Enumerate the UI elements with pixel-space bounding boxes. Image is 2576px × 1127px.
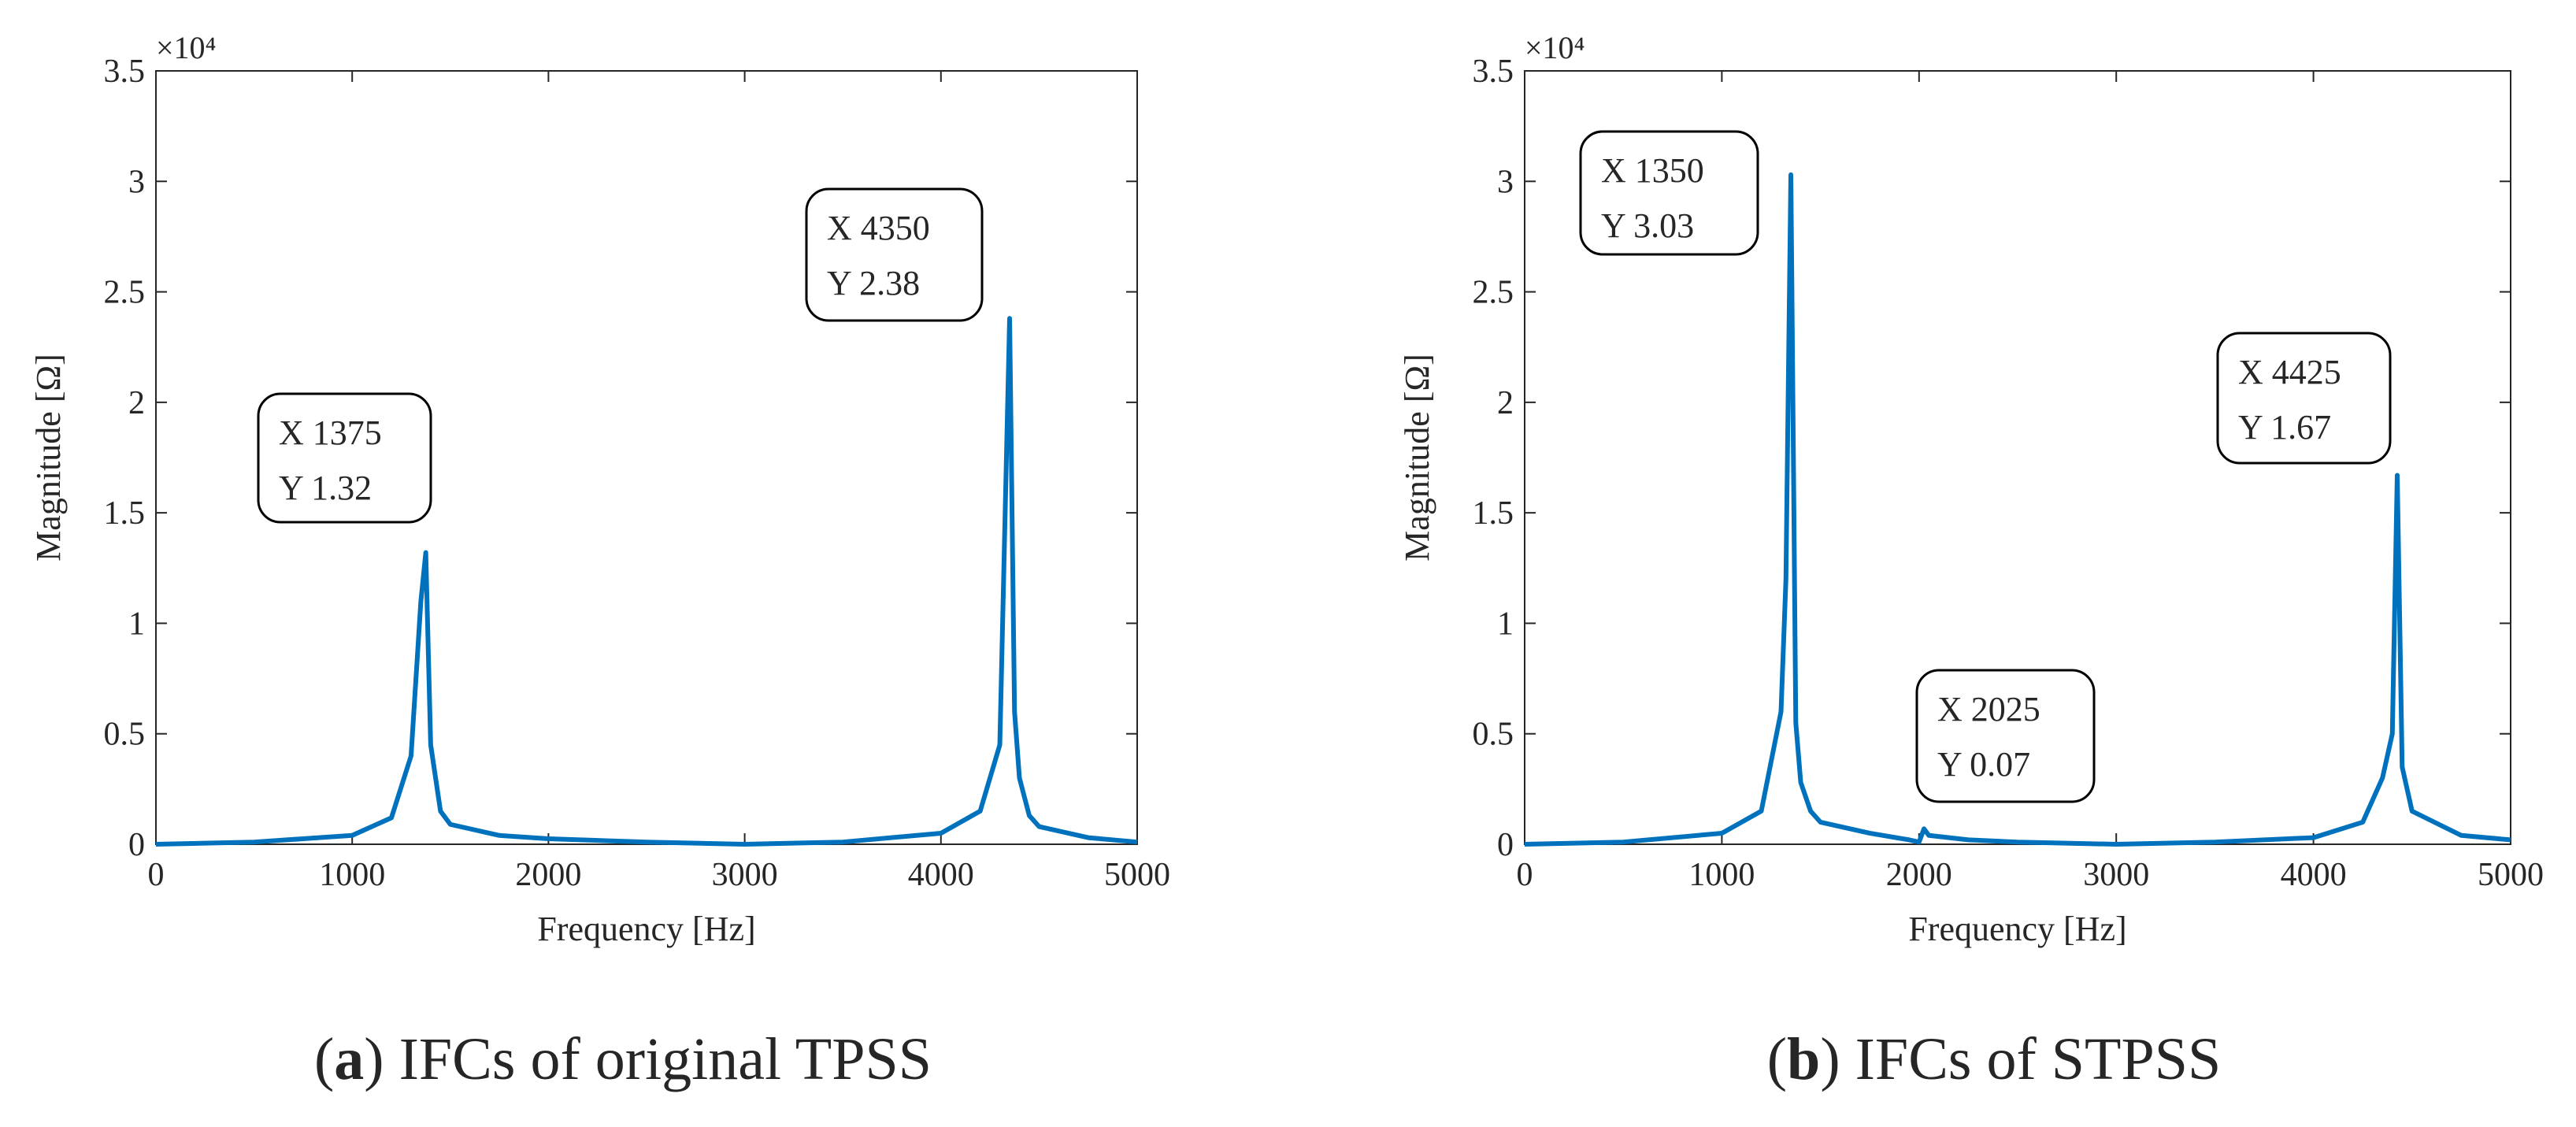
caption-part: ) IFCs of original TPSS [364,1026,932,1092]
data-line [155,316,1138,847]
annotation-x: X 1375 [279,413,382,452]
y-tick-label: 0 [128,827,145,863]
x-tick-label: 0 [1517,857,1533,893]
y-tick-label: 3.5 [1473,54,1514,90]
x-tick-label: 2000 [1886,857,1952,893]
annotation-x: X 2025 [1937,690,2040,728]
y-tick-label: 2 [128,385,145,421]
y-tick-label: 3 [128,164,145,200]
y-axis-label: Magnitude [Ω] [1398,354,1436,562]
annotation-box [257,392,432,524]
annotation-y: Y 3.03 [1601,206,1694,245]
x-tick-label: 5000 [1104,857,1170,893]
caption-part: ) IFCs of STPSS [1820,1026,2221,1092]
annotation-y: Y 1.67 [2238,408,2331,447]
x-tick-label: 4000 [908,857,974,893]
annotation-box [805,187,984,322]
x-axis-label: Frequency [Hz] [537,910,755,948]
y-axis-label: Magnitude [Ω] [29,354,68,562]
annotation-box [2216,332,2392,465]
y-tick-label: 1.5 [104,495,146,532]
x-tick-label: 5000 [2478,857,2544,893]
caption-part: ( [1767,1026,1787,1092]
x-tick-label: 3000 [712,857,778,893]
y-tick-label: 2.5 [104,275,146,311]
annotation-box [1915,669,2096,803]
data-line [1524,172,2511,847]
x-tick-label: 0 [148,857,165,893]
y-tick-label: 3.5 [104,54,146,90]
caption: (b) IFCs of STPSS [1767,1026,2222,1092]
x-tick-label: 4000 [2281,857,2347,893]
x-tick-label: 1000 [1688,857,1755,893]
y-tick-label: 1.5 [1473,495,1514,532]
annotation-y: Y 2.38 [827,264,920,302]
y-tick-label: 1 [128,606,145,642]
annotation-x: X 4425 [2238,353,2341,391]
y-tick-label: 2.5 [1473,275,1514,311]
x-tick-label: 2000 [515,857,581,893]
y-multiplier: ×10⁴ [156,30,217,65]
x-tick-label: 1000 [319,857,385,893]
x-tick-label: 3000 [2083,857,2149,893]
caption-part: b [1787,1026,1820,1092]
y-tick-label: 0 [1497,827,1514,863]
y-tick-label: 0.5 [1473,717,1514,753]
y-tick-label: 0.5 [104,717,146,753]
caption-part: a [334,1026,364,1092]
annotation-x: X 1350 [1601,151,1704,190]
y-tick-label: 3 [1497,164,1514,200]
y-multiplier: ×10⁴ [1525,30,1585,65]
annotation-y: Y 1.32 [279,469,372,507]
caption: (a) IFCs of original TPSS [314,1026,932,1092]
annotation-y: Y 0.07 [1937,745,2030,784]
annotation-box [1579,130,1759,256]
x-axis-label: Frequency [Hz] [1908,910,2126,948]
y-tick-label: 1 [1497,606,1514,642]
y-tick-label: 2 [1497,385,1514,421]
annotation-x: X 4350 [827,209,930,247]
caption-part: ( [314,1026,334,1092]
